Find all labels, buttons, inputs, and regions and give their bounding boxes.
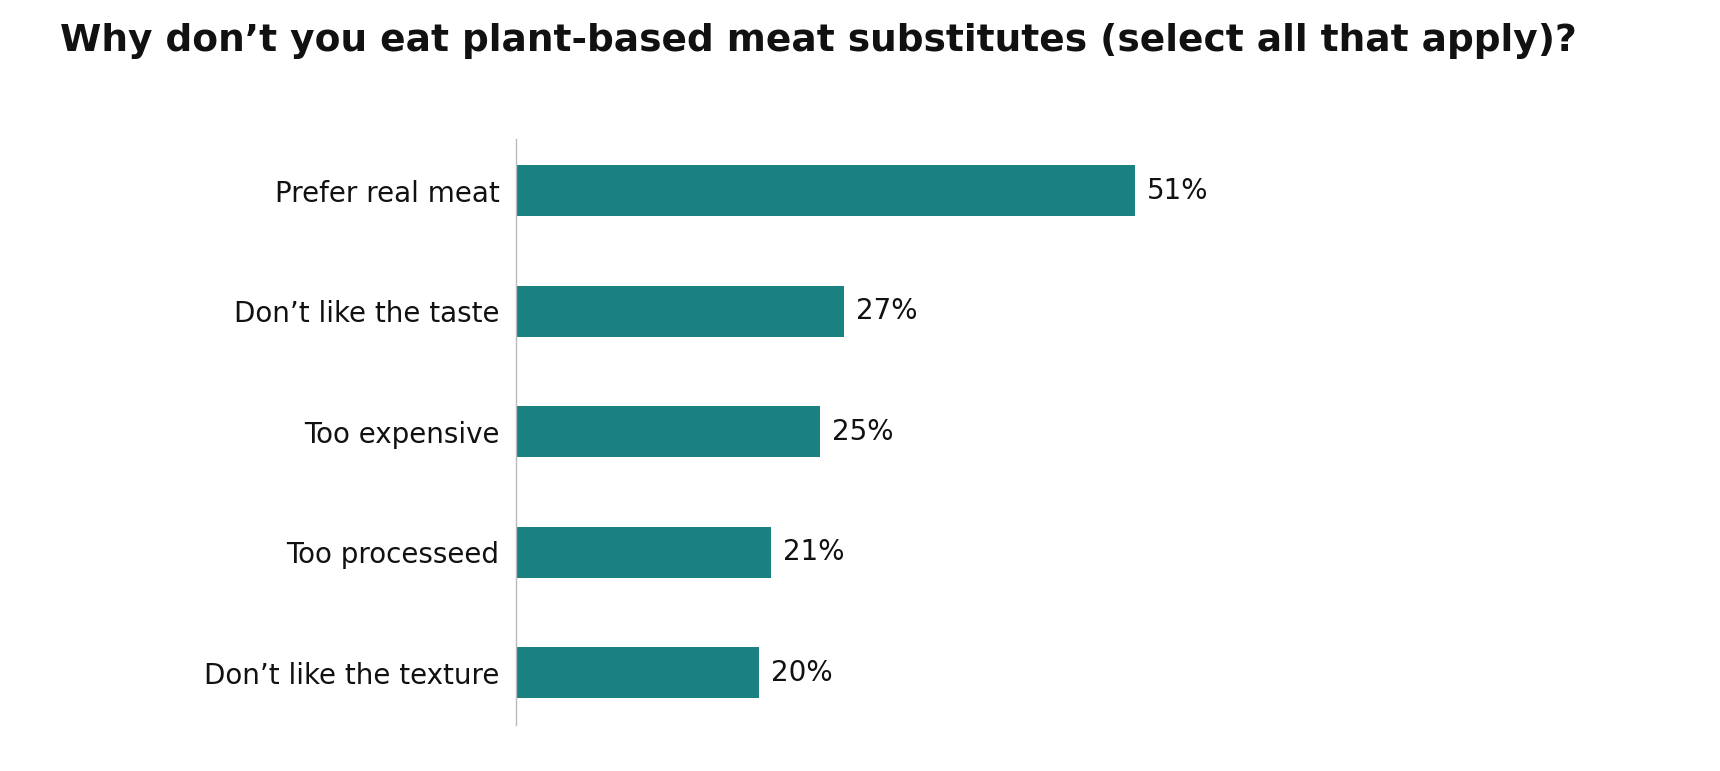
Bar	[516, 648, 759, 698]
Text: 25%: 25%	[832, 418, 893, 446]
Bar	[516, 286, 845, 337]
Text: 20%: 20%	[771, 658, 832, 687]
Text: Why don’t you eat plant-based meat substitutes (select all that apply)?: Why don’t you eat plant-based meat subst…	[60, 23, 1577, 59]
Text: 21%: 21%	[783, 538, 845, 566]
Text: 27%: 27%	[857, 298, 917, 325]
Bar	[516, 527, 771, 577]
Text: 51%: 51%	[1147, 177, 1209, 205]
Bar	[516, 166, 1135, 216]
Bar	[516, 406, 819, 457]
